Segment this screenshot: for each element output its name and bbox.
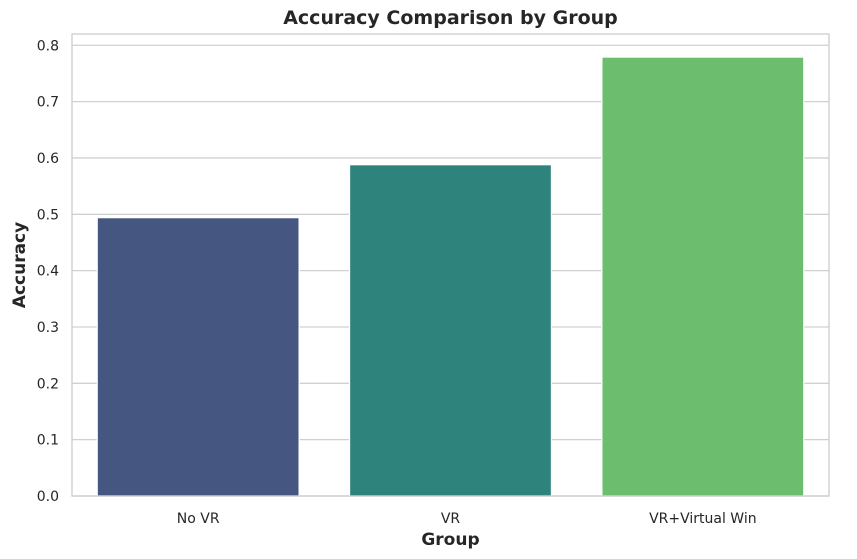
bars bbox=[96, 56, 805, 497]
y-tick-label: 0.2 bbox=[37, 376, 59, 392]
y-tick-labels: 0.0 0.1 0.2 0.3 0.4 0.5 0.6 0.7 0.8 bbox=[37, 38, 59, 505]
bar bbox=[348, 164, 553, 497]
y-axis-label: Accuracy bbox=[10, 222, 30, 308]
y-tick-label: 0.4 bbox=[37, 264, 59, 280]
y-tick-label: 0.6 bbox=[37, 151, 59, 167]
plot-frame bbox=[71, 33, 830, 497]
y-tick-label: 0.0 bbox=[37, 489, 59, 505]
bar bbox=[601, 56, 805, 497]
x-tick-label: VR+Virtual Win bbox=[649, 511, 757, 527]
y-tick-label: 0.8 bbox=[37, 38, 59, 54]
x-axis-label: Group bbox=[421, 530, 479, 550]
y-tick-label: 0.5 bbox=[37, 207, 59, 223]
x-tick-label: No VR bbox=[177, 511, 220, 527]
y-tick-label: 0.7 bbox=[37, 95, 59, 111]
bar bbox=[96, 217, 300, 497]
x-tick-labels: No VR VR VR+Virtual Win bbox=[177, 511, 757, 527]
y-tick-label: 0.1 bbox=[37, 433, 59, 449]
chart-title: Accuracy Comparison by Group bbox=[283, 7, 618, 29]
x-tick-label: VR bbox=[441, 511, 461, 527]
y-tick-label: 0.3 bbox=[37, 320, 59, 336]
